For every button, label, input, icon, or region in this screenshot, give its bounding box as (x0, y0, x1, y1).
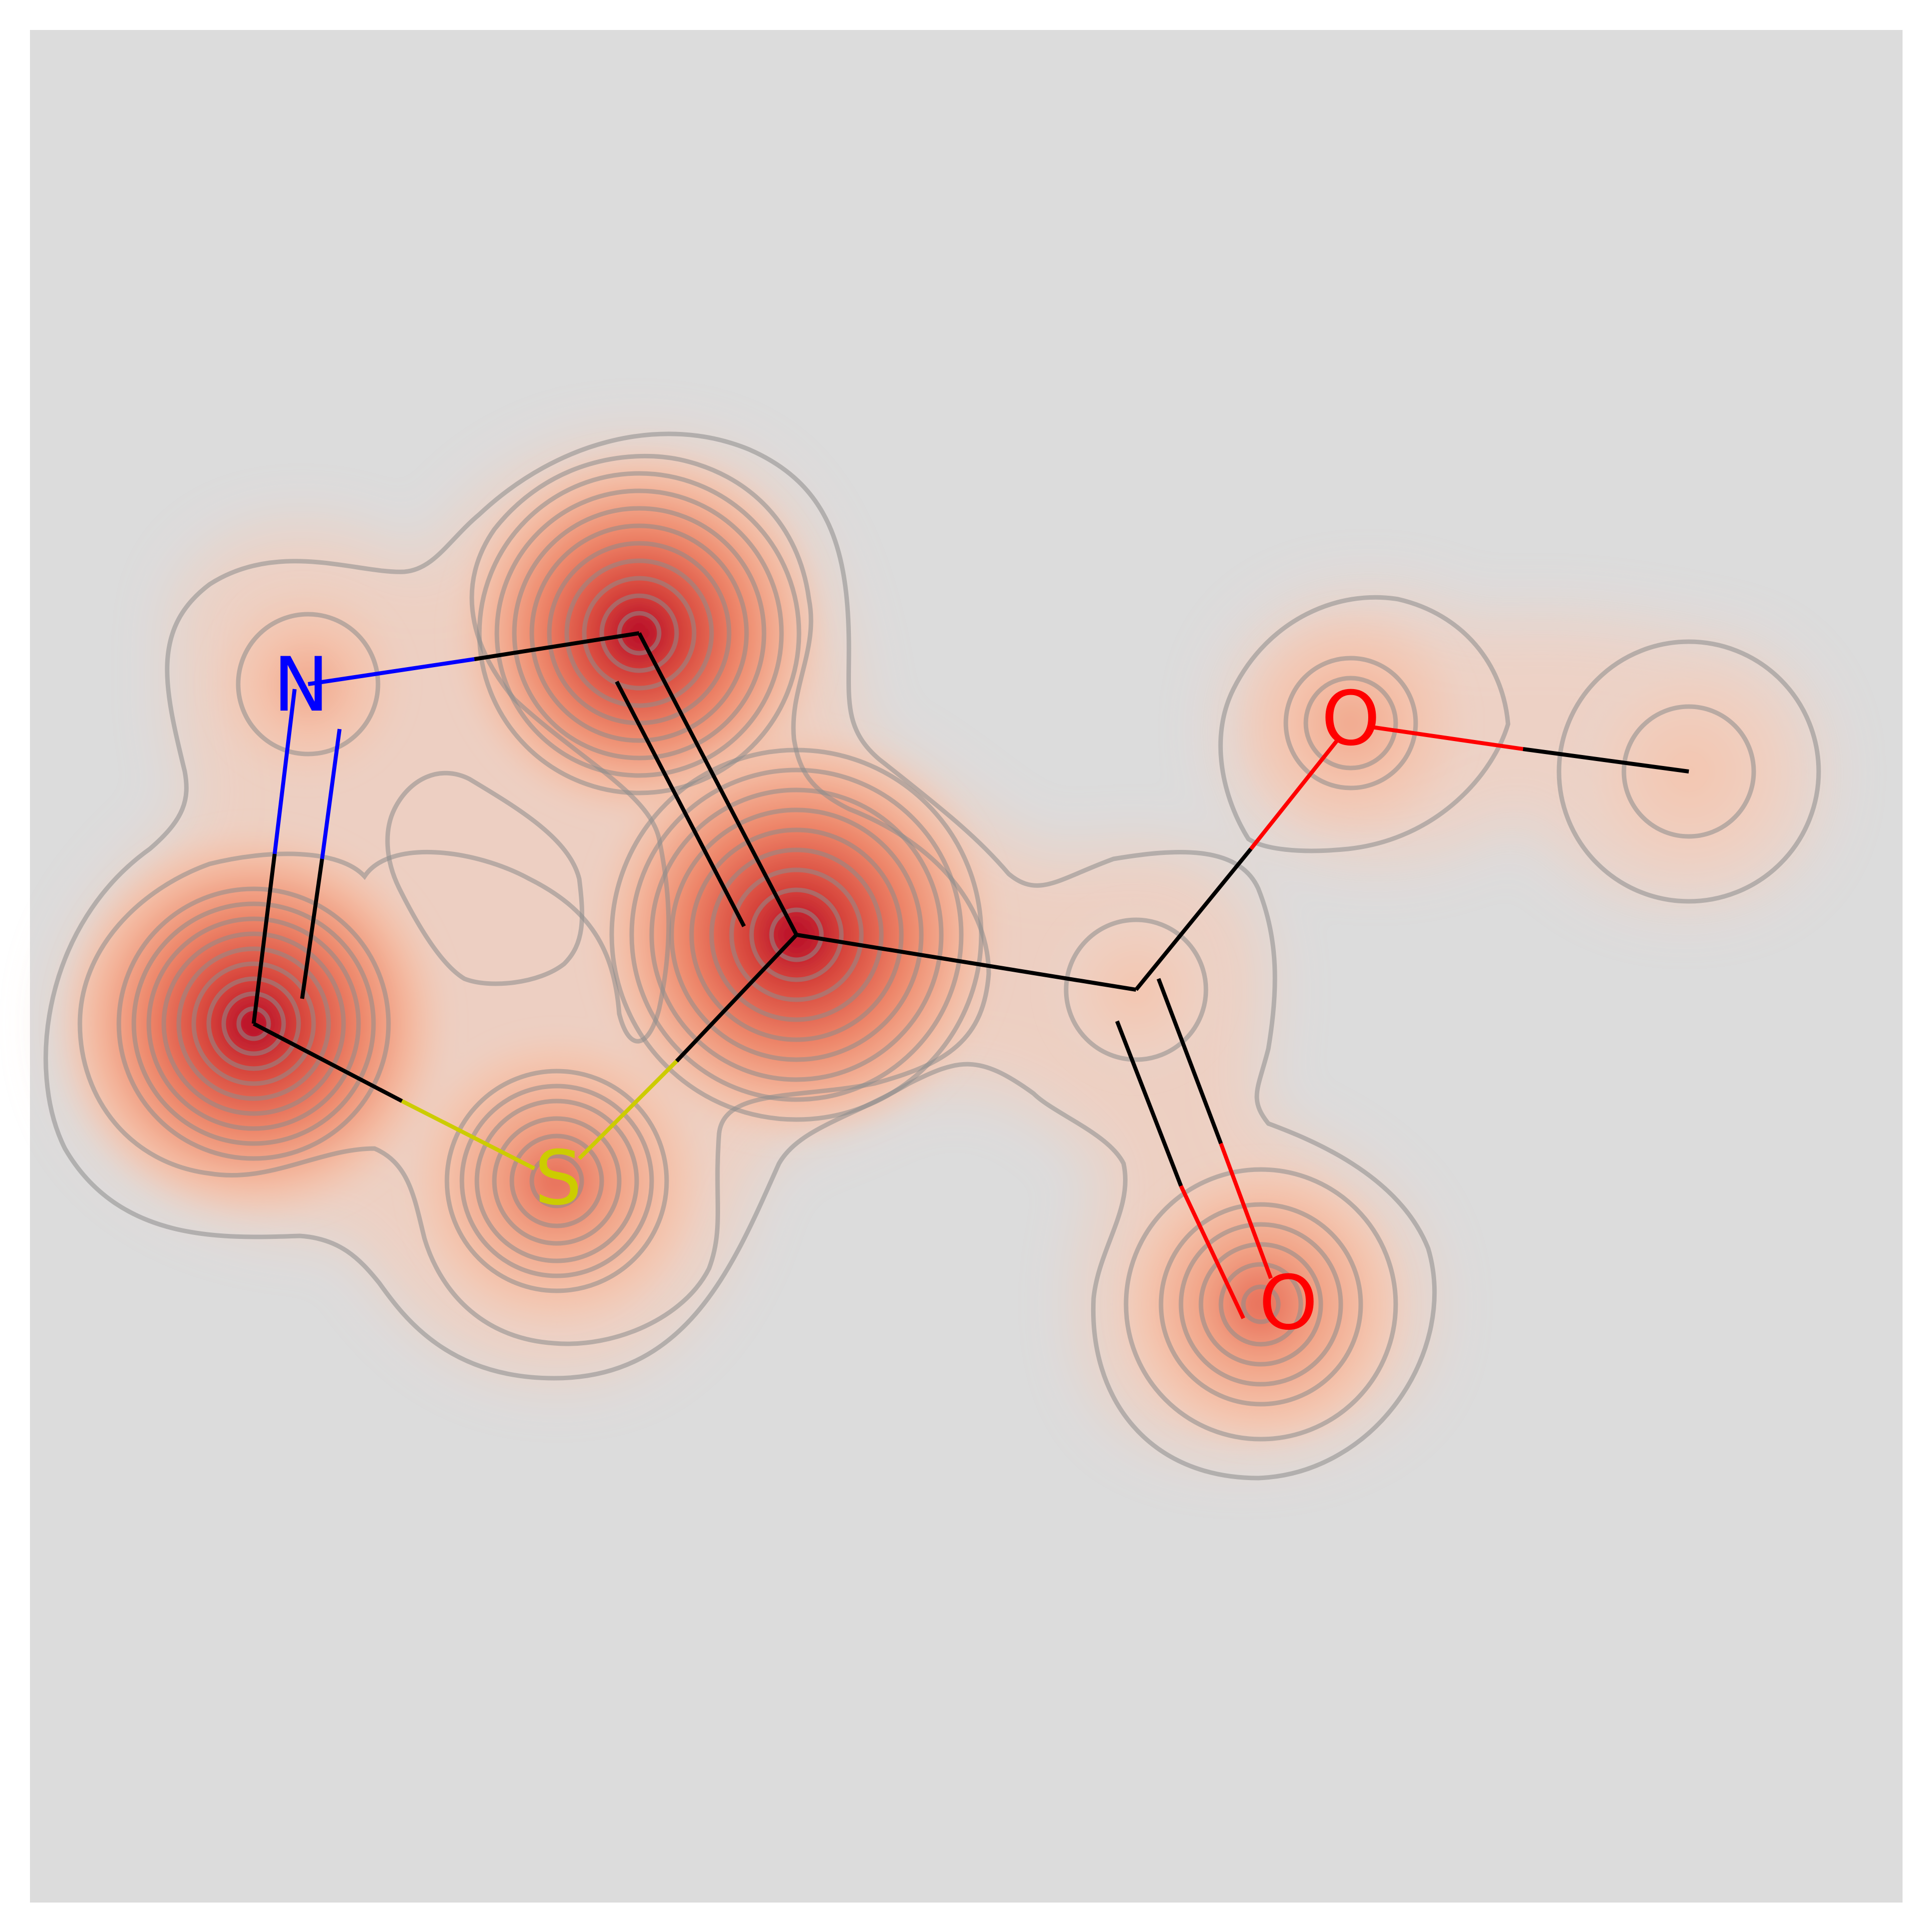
atom-label-n: N (273, 642, 329, 729)
bond-ccarbonyl-oester-a (1134, 847, 1253, 991)
atom-label-o-carbonyl: O (1259, 1260, 1318, 1347)
bond-n-ctop-b (474, 631, 640, 661)
heat-o-carbonyl (1116, 1159, 1406, 1449)
bond-oester-cmethyl-a (1368, 725, 1524, 751)
bond-n-cleft-2a (320, 729, 342, 859)
bond-n-ctop-a (308, 657, 475, 686)
atom-labels: N S O O (273, 642, 1380, 1347)
bonds (252, 631, 1689, 1319)
bond-cring-ccarbonyl (796, 933, 1137, 992)
bond-ccarbonyl-oester-b (1249, 738, 1340, 850)
bond-n-cleft-1a (273, 689, 297, 854)
bond-ccarbonyl-ocarbonyl-1b (1179, 1185, 1245, 1319)
bond-n-cleft-1b (252, 853, 277, 1024)
bond-ctop-cring-1 (637, 632, 798, 936)
bond-ccarbonyl-ocarbonyl-1a (1115, 1020, 1183, 1187)
bond-ccarbonyl-ocarbonyl-2b (1219, 1143, 1273, 1279)
bond-ccarbonyl-ocarbonyl-2a (1157, 978, 1223, 1145)
contour-lines (43, 431, 1821, 1481)
bond-cleft-s-a (253, 1022, 403, 1103)
bond-s-cring-a (578, 1060, 678, 1160)
bond-cleft-s-b (401, 1099, 535, 1170)
heat-o-ester (1231, 603, 1471, 843)
bond-ctop-cring-2 (615, 681, 746, 927)
bond-oester-cmethyl-b (1523, 747, 1689, 773)
atom-label-s: S (534, 1135, 582, 1222)
atom-label-o-ester: O (1321, 676, 1380, 763)
bond-n-cleft-2b (300, 858, 324, 999)
bond-s-cring-b (675, 933, 798, 1063)
